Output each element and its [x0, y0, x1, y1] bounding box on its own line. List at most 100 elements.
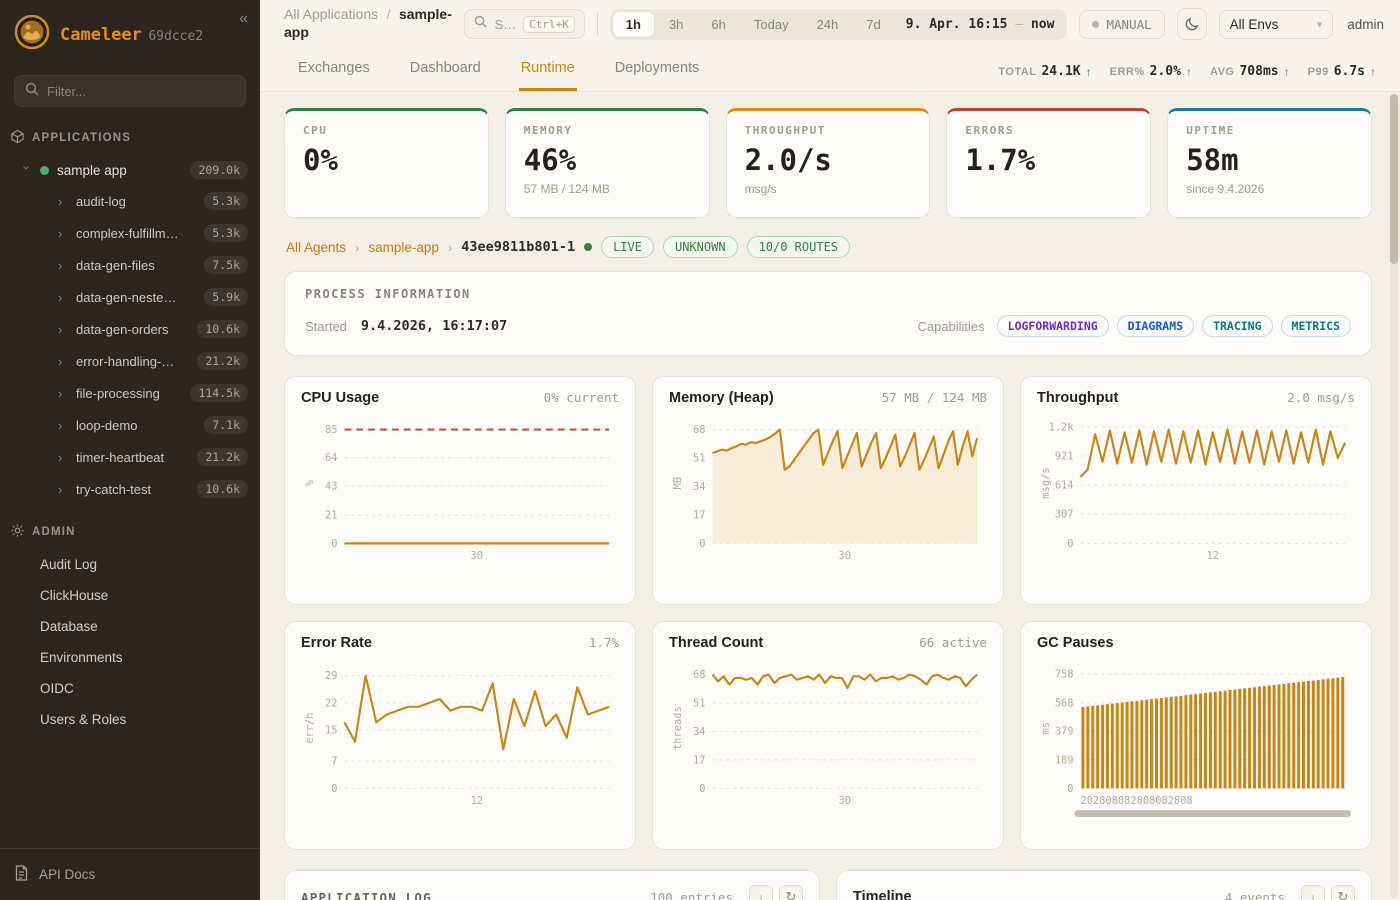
svg-text:68: 68: [693, 669, 705, 681]
metric-label: UPTIME: [1186, 124, 1235, 137]
tab-dashboard[interactable]: Dashboard: [409, 60, 481, 76]
svg-text:0: 0: [331, 538, 337, 550]
filter-input[interactable]: [47, 83, 235, 99]
sidebar: Cameleer 69dcce2 « APPLICATIONS › sample…: [0, 0, 260, 900]
chevron-right-icon: ›: [355, 239, 360, 255]
route-name: complex-fulfillm…: [76, 225, 179, 241]
environment-select[interactable]: All Envs ▾: [1218, 9, 1334, 39]
download-button[interactable]: ↓: [1301, 885, 1325, 900]
stat-p99: P99 6.7s ↑: [1308, 64, 1376, 79]
svg-text:0: 0: [699, 538, 705, 550]
admin-menu: Audit Log ClickHouse Database Environments O…: [0, 549, 260, 735]
scrollbar-thumb[interactable]: [1390, 94, 1398, 264]
refresh-button[interactable]: ↻: [779, 885, 803, 900]
time-range-6h[interactable]: 6h: [711, 16, 726, 32]
chart-value-label: 2.0 msg/s: [1287, 390, 1355, 405]
stat-value: 2.0%: [1149, 64, 1181, 79]
svg-text:0: 0: [331, 783, 337, 795]
user-name[interactable]: admin: [1347, 16, 1384, 32]
chart-header: Throughput 2.0 msg/s: [1037, 390, 1355, 406]
metric-sub: msg/s: [744, 182, 777, 196]
svg-text:64: 64: [325, 452, 337, 464]
status-badge: 10/0 ROUTES: [746, 236, 851, 258]
summary-stats: TOTAL 24.1K ↑ ERR% 2.0% ↑ AVG 708ms ↑ P99 6.7s ↑: [998, 64, 1376, 91]
api-docs-link[interactable]: API Docs: [0, 848, 260, 900]
admin-item-environments[interactable]: Environments: [40, 650, 123, 665]
all-agents-link[interactable]: All Agents: [286, 239, 347, 255]
chevron-down-icon[interactable]: ›: [19, 165, 35, 170]
capability-logforwarding: LOGFORWARDING: [996, 315, 1109, 337]
route-name: error-handling-…: [76, 353, 175, 369]
main-area: All Applications / sample-app S… Ctrl+K …: [260, 0, 1400, 900]
chart-title: GC Pauses: [1037, 635, 1114, 651]
download-button[interactable]: ↓: [749, 885, 773, 900]
sidebar-item-loop-demo[interactable]: › loop-demo 7.1k: [0, 409, 260, 441]
sidebar-item-data-gen-neste[interactable]: › data-gen-neste… 5.9k: [0, 281, 260, 313]
dark-mode-toggle[interactable]: [1176, 8, 1207, 40]
svg-text:0: 0: [1067, 538, 1073, 550]
svg-text:15: 15: [325, 725, 337, 737]
svg-text:30: 30: [839, 795, 851, 807]
svg-text:1.2k: 1.2k: [1049, 421, 1075, 433]
manual-refresh-button[interactable]: MANUAL: [1079, 9, 1165, 39]
sidebar-item-timer-heartbeat[interactable]: › timer-heartbeat 21.2k: [0, 441, 260, 473]
tab-deployments[interactable]: Deployments: [614, 60, 700, 76]
route-name: data-gen-orders: [76, 321, 169, 337]
sidebar-item-audit-log[interactable]: › audit-log 5.3k: [0, 185, 260, 217]
chevron-right-icon: ›: [58, 257, 63, 273]
admin-item-users-roles[interactable]: Users & Roles: [40, 712, 127, 727]
cube-icon: [10, 129, 25, 147]
sidebar-item-data-gen-orders[interactable]: › data-gen-orders 10.6k: [0, 313, 260, 345]
chart-canvas: 0 21 43 64 85% 30: [304, 424, 610, 562]
stat-label: P99: [1307, 65, 1329, 78]
sidebar-item-complex-fulfillm[interactable]: › complex-fulfillm… 5.3k: [0, 217, 260, 249]
admin-item-database[interactable]: Database: [40, 619, 98, 634]
admin-item-clickhouse[interactable]: ClickHouse: [40, 588, 109, 603]
sidebar-item-error-handling-[interactable]: › error-handling-… 21.2k: [0, 345, 260, 377]
metric-card-cpu: CPU 0%: [284, 108, 489, 218]
gear-icon: [10, 523, 25, 541]
chevron-right-icon: ›: [58, 353, 63, 369]
sidebar-filter[interactable]: [14, 75, 246, 107]
chart-header: CPU Usage 0% current: [301, 390, 619, 406]
tab-exchanges[interactable]: Exchanges: [298, 60, 370, 76]
agent-id: 43ee9811b801-1: [461, 239, 576, 255]
sidebar-item-data-gen-files[interactable]: › data-gen-files 7.5k: [0, 249, 260, 281]
search-icon: [474, 15, 488, 33]
tab-runtime[interactable]: Runtime: [518, 50, 577, 91]
time-range-1h[interactable]: 1h: [612, 11, 654, 37]
time-range-display[interactable]: 9. Apr. 16:15 – now: [905, 16, 1055, 32]
time-range-3h[interactable]: 3h: [668, 16, 684, 32]
count-badge: 10.6k: [197, 480, 248, 498]
sidebar-item-sample-app[interactable]: › sample app 209.0k: [0, 155, 260, 185]
refresh-button[interactable]: ↻: [1331, 885, 1355, 900]
svg-text:614: 614: [1055, 480, 1074, 492]
svg-text:err/h: err/h: [304, 713, 316, 744]
breadcrumb-current: sample-app: [284, 6, 452, 40]
time-range-7d[interactable]: 7d: [866, 16, 881, 32]
admin-item-oidc[interactable]: OIDC: [40, 681, 74, 696]
time-range-today[interactable]: Today: [753, 16, 789, 32]
svg-text:34: 34: [693, 726, 705, 738]
capability-pills: LOGFORWARDING DIAGRAMS TRACING METRICS: [996, 315, 1351, 337]
admin-item-audit-log[interactable]: Audit Log: [40, 557, 98, 572]
stat-total: TOTAL 24.1K ↑: [998, 64, 1091, 79]
time-range-24h[interactable]: 24h: [816, 16, 839, 32]
application-log-panel: APPLICATION LOG 100 entries ↓ ↻: [284, 870, 820, 900]
global-search-button[interactable]: S… Ctrl+K: [464, 9, 585, 39]
svg-text:43: 43: [325, 480, 337, 492]
sidebar-item-file-processing[interactable]: › file-processing 114.5k: [0, 377, 260, 409]
breadcrumb-all-applications[interactable]: All Applications: [284, 6, 379, 22]
chart-value-label: 0% current: [543, 390, 619, 405]
page-scrollbar[interactable]: [1390, 94, 1398, 898]
chart-header: Thread Count 66 active: [669, 635, 987, 651]
app-brand-name: Cameleer: [60, 24, 142, 45]
breadcrumb: All Applications / sample-app: [284, 6, 452, 40]
sidebar-item-try-catch-test[interactable]: › try-catch-test 10.6k: [0, 473, 260, 505]
chevron-right-icon: ›: [58, 289, 63, 305]
sidebar-collapse-icon[interactable]: «: [239, 10, 248, 27]
trend-up-icon: ↑: [1085, 64, 1092, 79]
sidebar-header: Cameleer 69dcce2 «: [0, 0, 260, 65]
agent-app-link[interactable]: sample-app: [368, 239, 439, 255]
status-dot: [40, 165, 49, 175]
